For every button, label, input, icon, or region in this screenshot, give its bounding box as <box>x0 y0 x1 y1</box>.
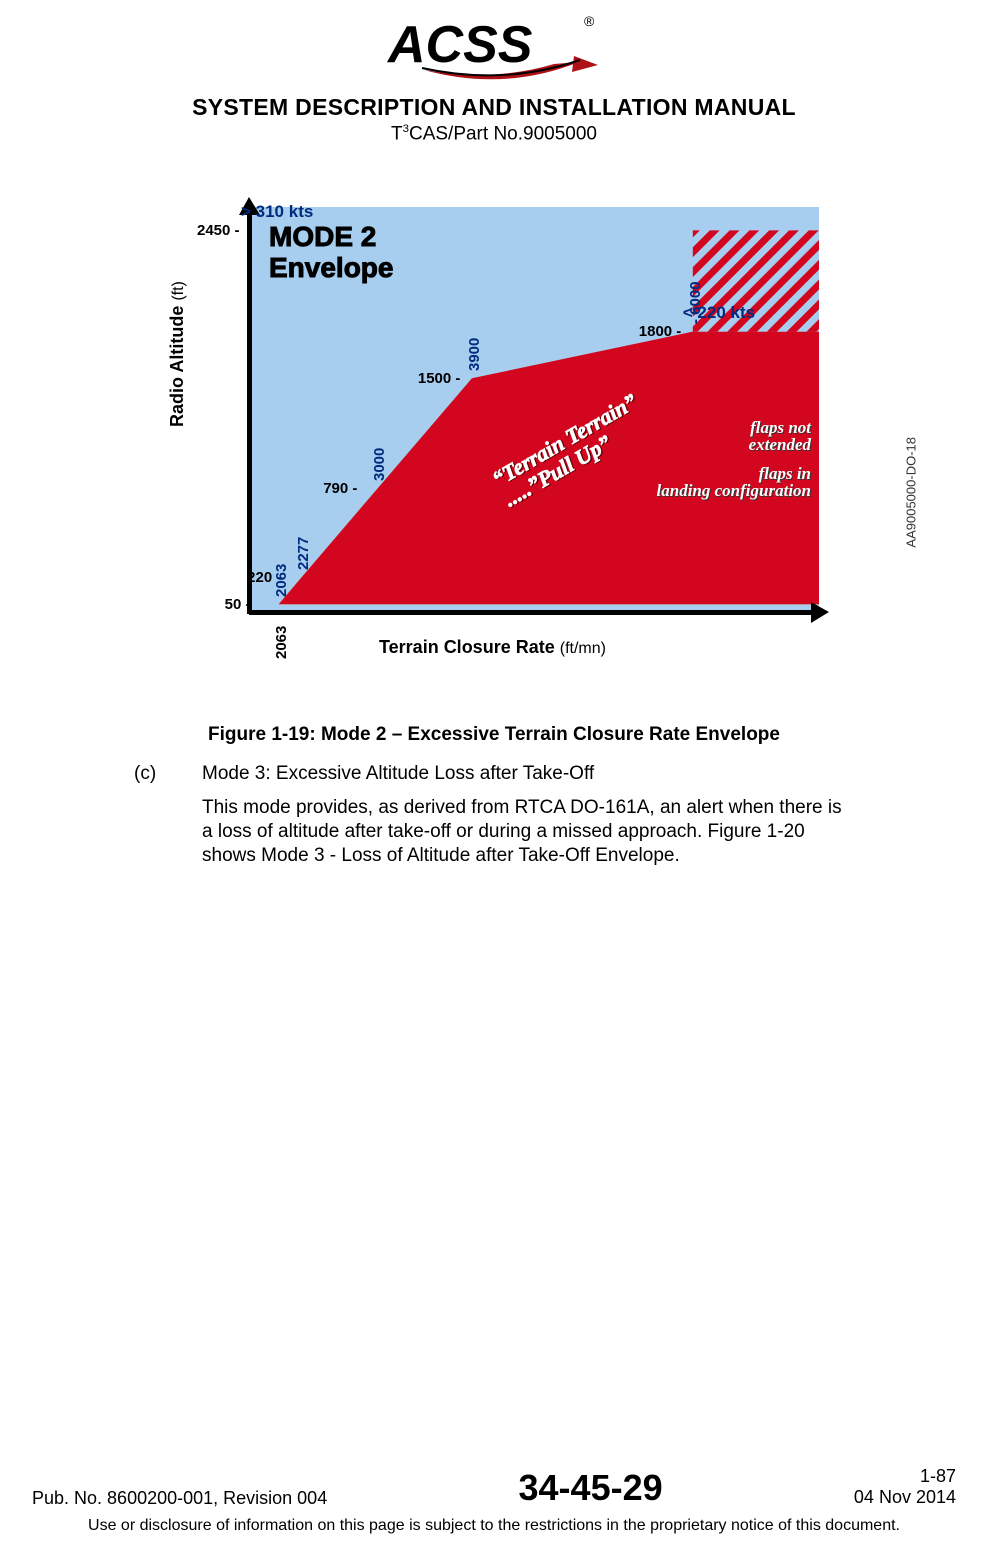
x-tick-below: 2063 <box>273 626 290 659</box>
footer-page-number: 1-87 <box>854 1466 956 1488</box>
x-tick: 3000 <box>371 448 388 481</box>
x-tick: 2063 <box>273 563 290 596</box>
flaps-not-extended-label: flaps not extended <box>749 419 811 453</box>
y-tick: 790 - <box>323 480 357 497</box>
svg-text:ACSS: ACSS <box>386 16 533 74</box>
x-tick: 3900 <box>466 337 483 370</box>
page-footer: Pub. No. 8600200-001, Revision 004 34-45… <box>0 1466 988 1535</box>
flaps-landing-label: flaps in landing configuration <box>657 465 811 499</box>
y-tick: 1800 - <box>639 323 682 340</box>
y-axis-label: Radio Altitude (ft) <box>167 281 188 427</box>
item-title: Mode 3: Excessive Altitude Loss after Ta… <box>202 762 854 786</box>
speed-annotation: > 310 kts <box>241 203 313 221</box>
chart-title: MODE 2 Envelope <box>269 222 393 284</box>
figure-container: MODE 2 Envelope Radio Altitude (ft) Terr… <box>114 197 874 662</box>
document-title: SYSTEM DESCRIPTION AND INSTALLATION MANU… <box>0 94 988 121</box>
list-item-c: (c) Mode 3: Excessive Altitude Loss afte… <box>134 762 854 867</box>
chart-title-line2: Envelope <box>269 253 393 284</box>
chart-title-line1: MODE 2 <box>269 222 393 253</box>
y-tick: 50 - <box>225 596 251 613</box>
footer-proprietary-note: Use or disclosure of information on this… <box>32 1517 956 1535</box>
figure-reference-code: AA9005000-DO-18 <box>904 437 919 548</box>
x-tick: 2277 <box>295 537 312 570</box>
y-tick: 2450 - <box>197 222 240 239</box>
footer-date: 04 Nov 2014 <box>854 1487 956 1509</box>
item-paragraph: This mode provides, as derived from RTCA… <box>202 796 854 867</box>
x-axis-label: Terrain Closure Rate (ft/mn) <box>379 637 606 658</box>
svg-text:®: ® <box>584 13 595 29</box>
y-tick: 1500 - <box>418 370 461 387</box>
mode2-envelope-chart: MODE 2 Envelope Radio Altitude (ft) Terr… <box>169 197 829 662</box>
subtitle-post: CAS/Part No.9005000 <box>409 123 597 144</box>
figure-caption: Figure 1-19: Mode 2 – Excessive Terrain … <box>0 724 988 746</box>
subtitle-pre: T <box>391 123 403 144</box>
item-label: (c) <box>134 762 168 867</box>
page-header: ACSS ® SYSTEM DESCRIPTION AND INSTALLATI… <box>0 0 988 145</box>
acss-logo: ACSS ® <box>0 12 988 90</box>
chart-svg <box>169 197 829 662</box>
footer-section-number: 34-45-29 <box>519 1467 663 1509</box>
document-subtitle: T3CAS/Part No.9005000 <box>0 123 988 145</box>
footer-page-date: 1-87 04 Nov 2014 <box>854 1466 956 1509</box>
body-text: (c) Mode 3: Excessive Altitude Loss afte… <box>134 762 854 867</box>
footer-publication: Pub. No. 8600200-001, Revision 004 <box>32 1488 327 1509</box>
x-tick: - 6000 <box>687 281 704 324</box>
